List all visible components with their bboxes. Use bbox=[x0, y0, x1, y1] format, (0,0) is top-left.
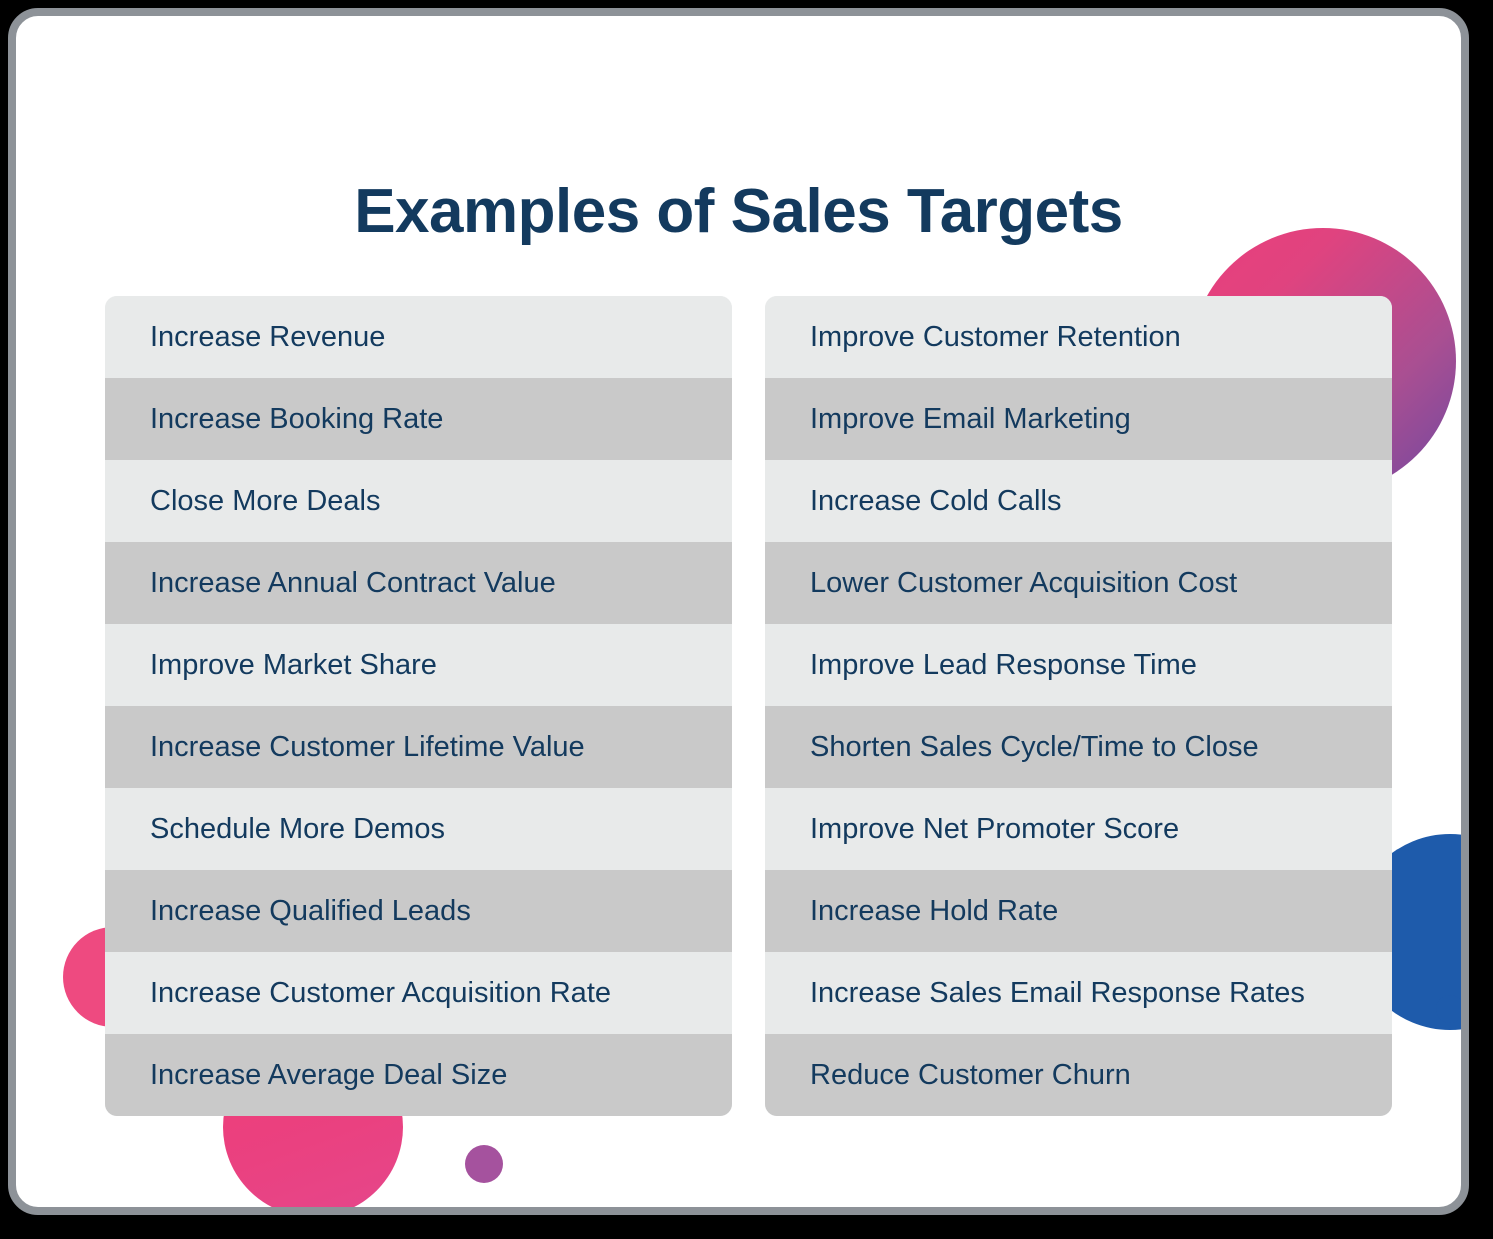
target-list-item: Increase Qualified Leads bbox=[105, 870, 732, 952]
decorative-purple-dot bbox=[465, 1145, 503, 1183]
target-list-item: Schedule More Demos bbox=[105, 788, 732, 870]
right-column: Improve Customer Retention Improve Email … bbox=[765, 296, 1392, 1116]
target-list-item: Increase Revenue bbox=[105, 296, 732, 378]
target-list-item: Increase Annual Contract Value bbox=[105, 542, 732, 624]
target-list-item: Increase Average Deal Size bbox=[105, 1034, 732, 1116]
target-list-item: Increase Cold Calls bbox=[765, 460, 1392, 542]
target-list-item: Improve Market Share bbox=[105, 624, 732, 706]
page-frame: Examples of Sales Targets Increase Reven… bbox=[8, 8, 1469, 1215]
target-list-item: Close More Deals bbox=[105, 460, 732, 542]
target-list-item: Reduce Customer Churn bbox=[765, 1034, 1392, 1116]
left-column: Increase Revenue Increase Booking Rate Clo… bbox=[105, 296, 732, 1116]
target-list-item: Increase Customer Acquisition Rate bbox=[105, 952, 732, 1034]
target-list-item: Shorten Sales Cycle/Time to Close bbox=[765, 706, 1392, 788]
sales-targets-columns: Increase Revenue Increase Booking Rate Clo… bbox=[105, 296, 1392, 1116]
target-list-item: Improve Email Marketing bbox=[765, 378, 1392, 460]
target-list-item: Increase Customer Lifetime Value bbox=[105, 706, 732, 788]
target-list-item: Increase Booking Rate bbox=[105, 378, 732, 460]
page-title: Examples of Sales Targets bbox=[354, 176, 1123, 246]
target-list-item: Lower Customer Acquisition Cost bbox=[765, 542, 1392, 624]
target-list-item: Increase Sales Email Response Rates bbox=[765, 952, 1392, 1034]
target-list-item: Improve Lead Response Time bbox=[765, 624, 1392, 706]
decorative-blue-dot bbox=[1436, 995, 1461, 1023]
target-list-item: Increase Hold Rate bbox=[765, 870, 1392, 952]
target-list-item: Improve Net Promoter Score bbox=[765, 788, 1392, 870]
target-list-item: Improve Customer Retention bbox=[765, 296, 1392, 378]
